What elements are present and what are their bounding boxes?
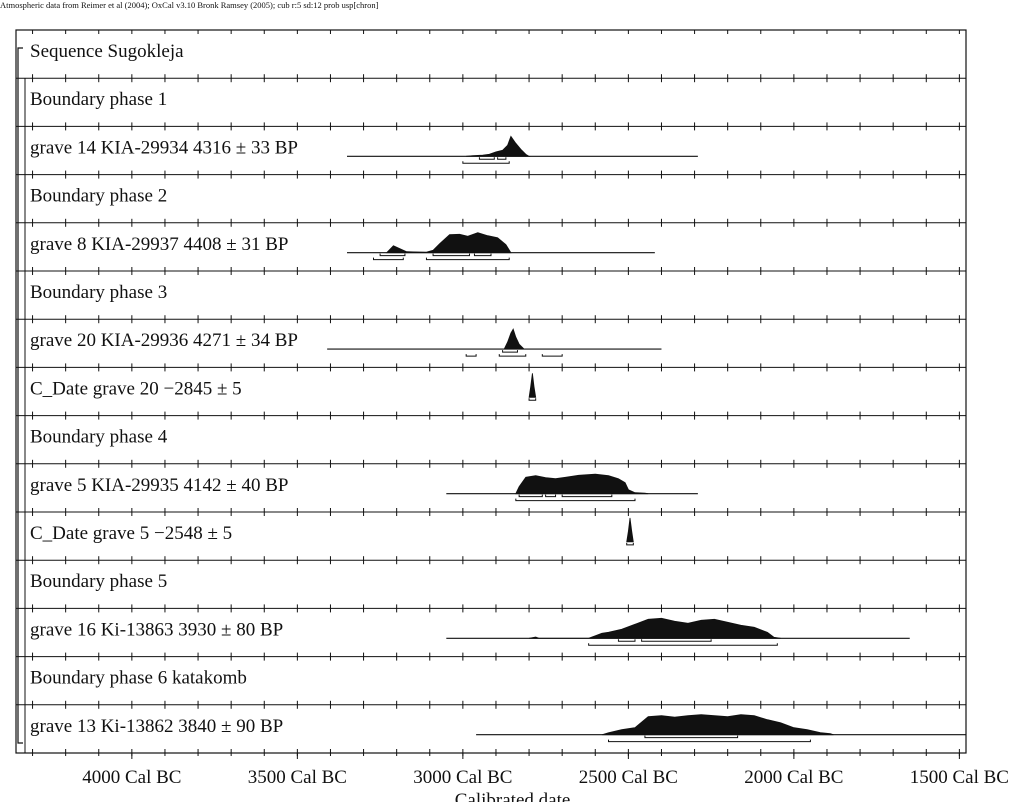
row-6: grave 20 KIA-29936 4271 ± 34 BP (30, 328, 662, 357)
probability-range (502, 350, 518, 353)
row-label: grave 20 KIA-29936 4271 ± 34 BP (30, 330, 298, 351)
row-label: C_Date grave 20 −2845 ± 5 (30, 378, 242, 399)
row-label: grave 5 KIA-29935 4142 ± 40 BP (30, 475, 288, 496)
posterior-distribution (626, 517, 634, 543)
row-1: Boundary phase 1 (30, 89, 167, 110)
probability-range (545, 494, 557, 498)
row-label: Boundary phase 5 (30, 571, 167, 592)
probability-range (626, 542, 634, 546)
probability-range (432, 253, 470, 257)
probability-range (498, 354, 527, 357)
probability-range (644, 735, 739, 739)
axis-tick-label: 4000 Cal BC (82, 767, 181, 788)
axis-tick-label: 3000 Cal BC (413, 767, 512, 788)
row-label: grave 13 Ki-13862 3840 ± 90 BP (30, 716, 283, 737)
row-12: grave 16 Ki-13863 3930 ± 80 BP (30, 617, 910, 646)
axis-tick-label: 3500 Cal BC (248, 767, 347, 788)
row-4: grave 8 KIA-29937 4408 ± 31 BP (30, 232, 655, 261)
probability-range (478, 157, 495, 160)
row-label: Boundary phase 4 (30, 427, 168, 448)
chart-header-note: Atmospheric data from Reimer et al (2004… (0, 0, 379, 10)
row-label: C_Date grave 5 −2548 ± 5 (30, 523, 232, 544)
row-2: grave 14 KIA-29934 4316 ± 33 BP (30, 135, 698, 164)
posterior-distribution (529, 617, 781, 639)
probability-range (528, 398, 537, 401)
axis-tick-label: 1500 Cal BC (910, 767, 1009, 788)
row-8: Boundary phase 4 (30, 427, 168, 448)
posterior-distribution (503, 328, 526, 350)
posterior-distribution (515, 473, 649, 495)
probability-range (515, 498, 636, 502)
probability-range (497, 157, 507, 160)
row-label: grave 14 KIA-29934 4316 ± 33 BP (30, 137, 298, 158)
probability-range (372, 257, 404, 261)
sequence-bracket (17, 47, 23, 744)
probability-range (473, 253, 492, 257)
probability-range (541, 354, 563, 357)
probability-range (641, 639, 712, 642)
probability-range (379, 253, 406, 257)
row-7: C_Date grave 20 −2845 ± 5 (30, 373, 537, 401)
row-13: Boundary phase 6 katakomb (30, 668, 247, 689)
row-label: Boundary phase 6 katakomb (30, 668, 247, 689)
posterior-distribution (528, 373, 537, 398)
probability-range (608, 739, 811, 743)
row-5: Boundary phase 3 (30, 282, 167, 303)
probability-range (588, 643, 778, 646)
row-9: grave 5 KIA-29935 4142 ± 40 BP (30, 473, 698, 502)
posterior-distribution (601, 714, 834, 736)
row-label: Boundary phase 3 (30, 282, 167, 303)
probability-range (518, 494, 543, 498)
axis-tick-label: 2000 Cal BC (744, 767, 843, 788)
probability-range (465, 354, 477, 357)
plot-frame (15, 29, 967, 754)
posterior-distribution (385, 232, 512, 254)
row-label: grave 16 Ki-13863 3930 ± 80 BP (30, 619, 283, 640)
x-axis-title: Calibrated date (455, 790, 571, 802)
probability-range (462, 161, 510, 164)
row-label: Boundary phase 1 (30, 89, 167, 110)
row-11: Boundary phase 5 (30, 571, 167, 592)
row-10: C_Date grave 5 −2548 ± 5 (30, 517, 634, 546)
row-14: grave 13 Ki-13862 3840 ± 90 BP (30, 714, 966, 743)
row-label: grave 8 KIA-29937 4408 ± 31 BP (30, 234, 288, 255)
probability-range (617, 639, 636, 642)
row-3: Boundary phase 2 (30, 186, 167, 207)
probability-range (561, 494, 613, 498)
row-label: Boundary phase 2 (30, 186, 167, 207)
axis-tick-label: 2500 Cal BC (579, 767, 678, 788)
row-label: Sequence Sugokleja (30, 41, 184, 62)
row-0: Sequence Sugokleja (30, 41, 184, 62)
posterior-distribution (466, 135, 531, 157)
probability-range (425, 257, 510, 261)
